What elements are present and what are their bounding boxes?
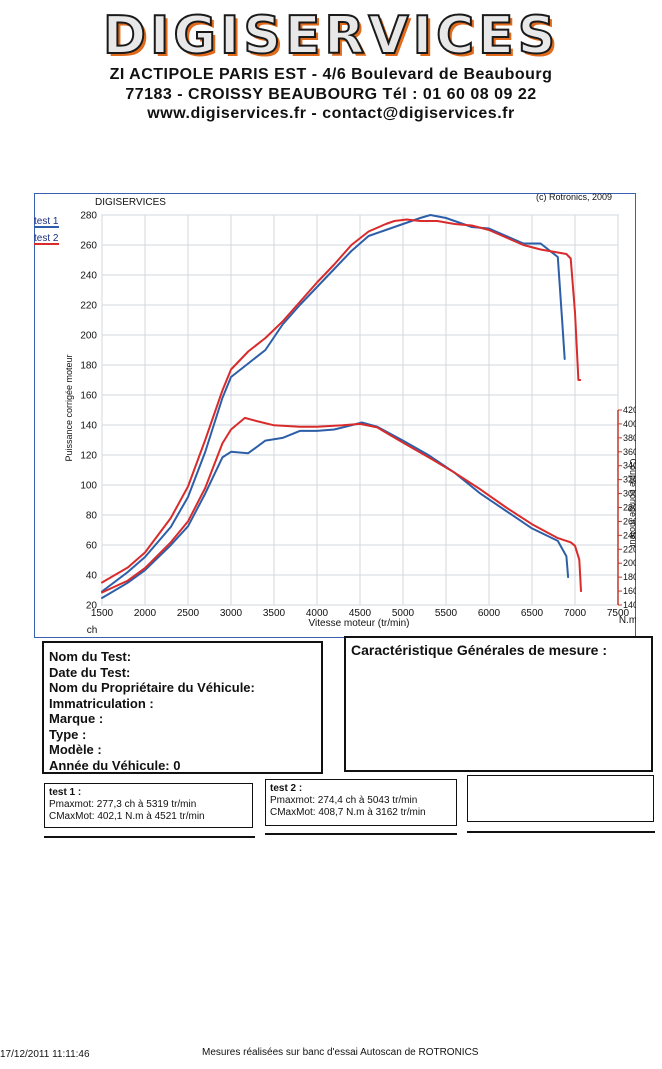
y-right-tick-label: 280 — [623, 503, 636, 513]
series-test1-power — [101, 214, 566, 593]
chart-frame — [34, 193, 636, 638]
series-test1-torque — [101, 421, 570, 599]
footer-note: Mesures réalisées sur banc d'essai Autos… — [202, 1047, 479, 1058]
y-left-tick-label: 280 — [80, 211, 97, 222]
right-unit-label: N.m — [619, 615, 636, 626]
x-tick-label: 5500 — [435, 608, 458, 619]
chart-copyright: (c) Rotronics, 2009 — [536, 193, 612, 202]
chart-ticks: 1500 2000 2500 3000 3500 4000 4500 5000 5500 6000… — [80, 211, 636, 620]
divider-right — [467, 831, 655, 833]
y-right-tick-label: 400 — [623, 419, 636, 429]
y-left-tick-label: 160 — [80, 391, 97, 402]
company-logo: DIGISERVICES — [102, 5, 560, 67]
legend-test2: test 2 — [34, 233, 59, 244]
y-right-tick-label: 420 — [623, 405, 636, 415]
y-right-tick-label: 160 — [623, 586, 636, 596]
y-left-tick-label: 260 — [80, 241, 97, 252]
series-test2-power — [101, 218, 582, 584]
type-label: Type : — [49, 726, 87, 742]
y-right-tick-label: 300 — [623, 489, 636, 499]
dyno-chart: DIGISERVICES (c) Rotronics, 2009 test 1 … — [34, 193, 636, 636]
series-test2-torque — [101, 416, 582, 594]
divider-left — [44, 836, 255, 838]
vehicle-year-label: Année du Véhicule: 0 — [49, 757, 181, 773]
y-left-tick-label: 140 — [80, 421, 97, 432]
y-left-tick-label: 220 — [80, 301, 97, 312]
y-right-tick-label: 340 — [623, 461, 636, 471]
y-right-tick-label: 320 — [623, 475, 636, 485]
y-right-tick-label: 260 — [623, 516, 636, 526]
owner-label: Nom du Propriétaire du Véhicule: — [49, 680, 255, 695]
print-datetime: 17/12/2011 11:11:46 — [0, 1049, 90, 1060]
x-axis-label: Vitesse moteur (tr/min) — [309, 618, 410, 629]
chart-title: DIGISERVICES — [95, 197, 166, 208]
y-left-tick-label: 240 — [80, 271, 97, 282]
y-left-tick-label: 180 — [80, 361, 97, 372]
legend-test1: test 1 — [34, 216, 59, 227]
x-tick-label: 3500 — [263, 608, 286, 619]
y-left-tick-label: 40 — [86, 571, 98, 582]
brand-label: Marque : — [49, 711, 104, 726]
test2-results-box: test 2 : Pmaxmot: 274,4 ch à 5043 tr/min… — [265, 779, 457, 826]
y-right-tick-label: 380 — [623, 433, 636, 443]
characteristics-box: Caractéristique Générales de mesure : — [344, 636, 653, 772]
x-tick-label: 4500 — [349, 608, 372, 619]
left-axis-label: Puissance corrigée moteur — [64, 354, 74, 461]
x-tick-label: 4000 — [306, 608, 329, 619]
y-right-tick-label: 220 — [623, 544, 636, 554]
y-right-tick-label: 200 — [623, 558, 636, 568]
x-tick-label: 3000 — [220, 608, 243, 619]
y-left-tick-label: 200 — [80, 331, 97, 342]
test1-results-box: test 1 : Pmaxmot: 277,3 ch à 5319 tr/min… — [44, 783, 253, 828]
characteristics-title: Caractéristique Générales de mesure : — [351, 642, 608, 658]
x-tick-label: 2000 — [134, 608, 157, 619]
test1-max-torque: CMaxMot: 402,1 N.m à 4521 tr/min — [49, 811, 205, 822]
chart-axes — [617, 409, 622, 606]
test1-title: test 1 : — [49, 787, 82, 798]
y-left-tick-label: 100 — [80, 481, 97, 492]
divider-middle — [265, 833, 457, 835]
test2-max-torque: CMaxMot: 408,7 N.m à 3162 tr/min — [270, 807, 426, 818]
test-date-label: Date du Test: — [49, 664, 131, 680]
y-right-tick-label: 140 — [623, 600, 636, 610]
x-tick-label: 6500 — [521, 608, 544, 619]
phone-line: 77183 - CROISSY BEAUBOURG Tél : 01 60 08… — [125, 86, 537, 103]
empty-results-box — [467, 775, 654, 822]
y-right-tick-label: 180 — [623, 572, 636, 582]
y-left-tick-label: 20 — [86, 601, 98, 612]
y-right-tick-label: 240 — [623, 530, 636, 540]
y-left-tick-label: 60 — [86, 541, 98, 552]
x-tick-label: 7500 — [607, 608, 630, 619]
x-tick-label: 7000 — [564, 608, 587, 619]
x-tick-label: 1500 — [91, 608, 114, 619]
test2-title: test 2 : — [270, 783, 303, 794]
chart-grid — [101, 214, 619, 606]
registration-label: Immatriculation : — [49, 695, 154, 711]
test2-max-power: Pmaxmot: 274,4 ch à 5043 tr/min — [270, 795, 418, 806]
test-name-label: Nom du Test: — [49, 649, 132, 664]
y-left-tick-label: 120 — [80, 451, 97, 462]
web-line: www.digiservices.fr - contact@digiservic… — [147, 105, 515, 122]
vehicle-info-box: Nom du Test: Date du Test: Nom du Propri… — [42, 641, 323, 774]
model-label: Modèle : — [49, 742, 102, 757]
address-line: ZI ACTIPOLE PARIS EST - 4/6 Boulevard de… — [109, 66, 553, 83]
x-tick-label: 5000 — [392, 608, 415, 619]
x-tick-label: 6000 — [478, 608, 501, 619]
chart-series — [101, 214, 582, 599]
y-left-tick-label: 80 — [86, 511, 98, 522]
y-right-tick-label: 360 — [623, 447, 636, 457]
x-tick-label: 2500 — [177, 608, 200, 619]
test1-max-power: Pmaxmot: 277,3 ch à 5319 tr/min — [49, 799, 197, 810]
left-unit-label: ch — [87, 625, 98, 636]
right-axis-label: Couple corrigé moteur — [628, 458, 636, 547]
